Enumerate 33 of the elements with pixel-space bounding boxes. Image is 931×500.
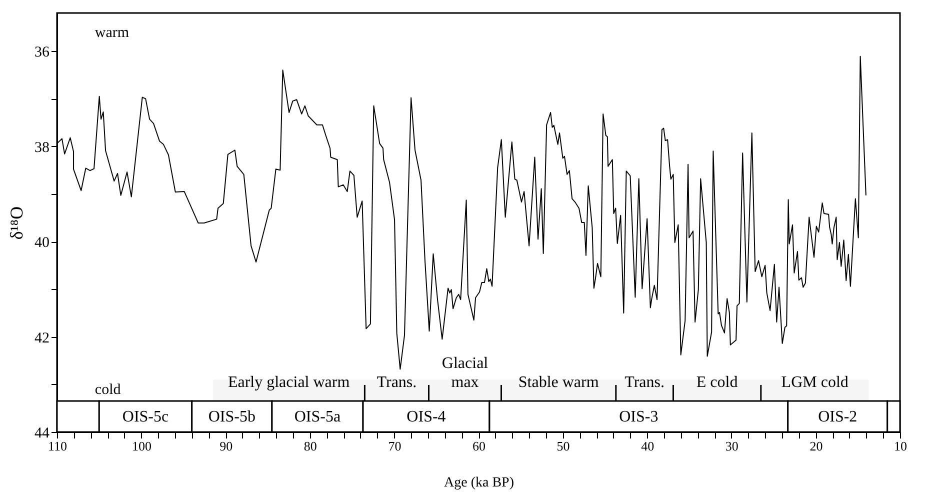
band-label: E cold <box>696 374 738 392</box>
x-tick-label: 40 <box>641 438 654 454</box>
band-label: Glacial max <box>442 355 489 392</box>
band-label: OIS-5c <box>122 408 169 426</box>
band-label: OIS-5a <box>294 408 341 426</box>
y-tick-label: 42 <box>34 330 50 346</box>
y-tick-label: 40 <box>34 235 50 252</box>
x-tick-label: 60 <box>472 438 486 454</box>
y-tick-label: 38 <box>34 140 50 156</box>
y-tick-label: 36 <box>34 44 50 61</box>
x-tick-label: 80 <box>304 438 317 454</box>
band-label: Early glacial warm <box>228 374 350 392</box>
band-label: Stable warm <box>518 374 600 392</box>
x-tick-label: 90 <box>220 438 233 454</box>
x-tick-label: 50 <box>556 438 570 454</box>
x-tick-label: 10 <box>894 438 907 454</box>
x-axis-title: Age (ka BP) <box>444 476 514 490</box>
annotation: warm <box>94 25 130 42</box>
band-label: OIS-5b <box>208 408 256 426</box>
band-label: Trans. <box>624 374 665 392</box>
y-tick-label: 44 <box>34 426 50 442</box>
band-label: OIS-3 <box>619 408 658 426</box>
annotation: cold <box>94 382 122 398</box>
y-axis-title: δ¹⁸O <box>6 206 26 240</box>
band-label: Trans. <box>376 374 417 392</box>
band-label: OIS-4 <box>406 408 446 426</box>
x-tick-label: 30 <box>725 438 738 454</box>
x-tick-label: 100 <box>132 438 152 454</box>
x-tick-label: 20 <box>810 438 823 454</box>
x-tick-label: 110 <box>48 438 68 454</box>
band-label: OIS-2 <box>818 408 858 426</box>
x-tick-label: 70 <box>388 438 402 454</box>
band-label: LGM cold <box>781 374 848 392</box>
